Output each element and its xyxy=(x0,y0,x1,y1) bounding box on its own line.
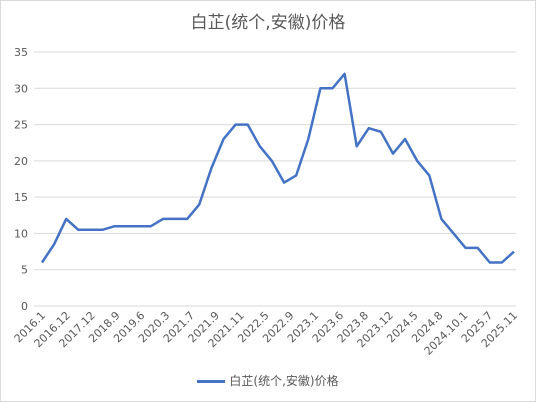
y-axis-ticks: 0 5 10 15 20 25 30 35 xyxy=(14,46,28,313)
legend-label: 白芷(统个,安徽)价格 xyxy=(229,374,339,388)
legend: 白芷(统个,安徽)价格 xyxy=(0,372,536,389)
chart-title: 白芷(统个,安徽)价格 xyxy=(190,13,346,33)
y-tick-label: 10 xyxy=(14,227,28,240)
y-tick-label: 25 xyxy=(14,119,28,132)
series-layer xyxy=(40,72,515,264)
y-tick-label: 5 xyxy=(21,264,28,277)
x-axis-ticks: 2016.12016.122017.122018.92019.62020.320… xyxy=(12,309,520,358)
y-tick-label: 20 xyxy=(14,155,28,168)
series-line xyxy=(40,72,515,264)
y-tick-label: 35 xyxy=(14,46,28,59)
y-tick-label: 0 xyxy=(21,300,28,313)
gridlines xyxy=(34,51,516,307)
y-tick-label: 15 xyxy=(14,191,28,204)
legend-line-swatch xyxy=(197,380,226,383)
y-tick-label: 30 xyxy=(14,82,28,95)
